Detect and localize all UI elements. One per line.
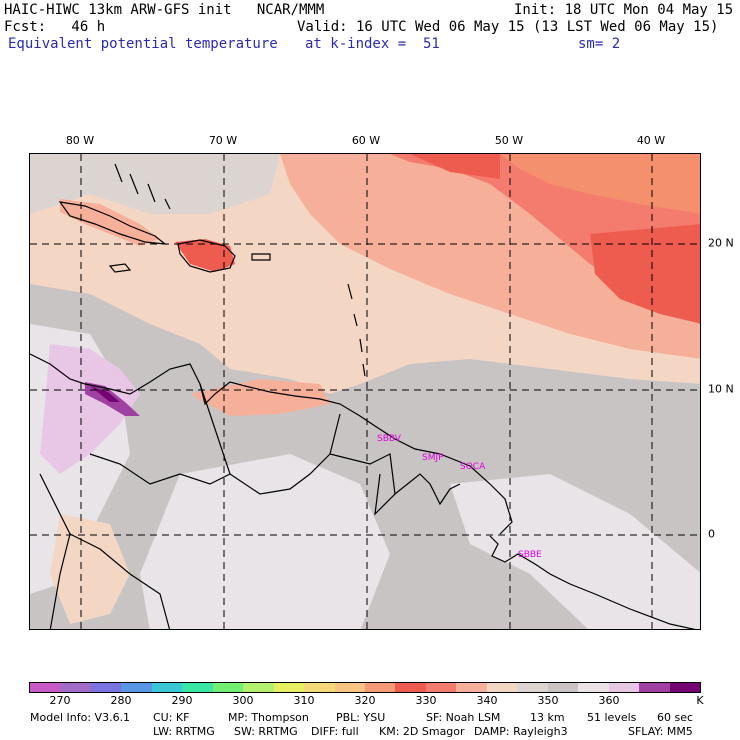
lon-label-60w: 60 W bbox=[351, 134, 381, 147]
colorbar-unit: K bbox=[696, 694, 704, 707]
colorbar-tick: 340 bbox=[476, 694, 498, 707]
field-name: Equivalent potential temperature bbox=[8, 36, 278, 52]
lat-label-equator: 0 bbox=[708, 527, 715, 541]
colorbar-swatch bbox=[121, 683, 152, 692]
init-time: Init: 18 UTC Mon 04 May 15 bbox=[514, 2, 734, 18]
field-hispaniola bbox=[175, 239, 235, 272]
colorbar-tick: 330 bbox=[415, 694, 437, 707]
lon-label-70w: 70 W bbox=[208, 134, 238, 147]
colorbar-swatch bbox=[669, 683, 700, 692]
colorbar-swatch bbox=[334, 683, 365, 692]
field-hotspot-east bbox=[590, 224, 700, 324]
lat-label-10n: 10 N bbox=[708, 382, 734, 396]
station-label-sbbv: SBBV bbox=[377, 434, 402, 444]
footer-cu: CU: KF bbox=[153, 711, 190, 724]
field-venezuela-coast bbox=[190, 379, 330, 416]
valid-time: Valid: 16 UTC Wed 06 May 15 (13 LST Wed … bbox=[297, 19, 719, 35]
theta-e-map: SBBV SMJP SOCA SBBE bbox=[29, 153, 701, 630]
footer-timestep: 60 sec bbox=[657, 711, 694, 724]
colorbar-swatch bbox=[639, 683, 670, 692]
colorbar bbox=[29, 682, 701, 693]
footer-model-info: Model Info: V3.6.1 bbox=[30, 711, 131, 724]
smoothing-value: sm= 2 bbox=[578, 36, 621, 52]
coastlines bbox=[30, 163, 696, 629]
colorbar-tick: 300 bbox=[232, 694, 254, 707]
field-andes bbox=[50, 514, 130, 624]
field-band-335 bbox=[500, 154, 700, 214]
lon-label-50w: 50 W bbox=[494, 134, 524, 147]
colorbar-tick: 350 bbox=[537, 694, 559, 707]
colorbar-swatch bbox=[486, 683, 518, 692]
colorbar-swatch bbox=[395, 683, 426, 692]
footer-km: KM: 2D Smagor bbox=[379, 725, 465, 738]
field-patch-se bbox=[450, 474, 700, 629]
station-label-soca: SOCA bbox=[460, 462, 486, 472]
field-anomaly-core bbox=[90, 386, 120, 402]
k-index: at k-index = 51 bbox=[305, 36, 440, 52]
field-patch-nw bbox=[30, 154, 280, 214]
colorbar-swatch bbox=[425, 683, 457, 692]
colorbar-swatch bbox=[547, 683, 579, 692]
colorbar-tick: 280 bbox=[110, 694, 132, 707]
field-cuba bbox=[60, 199, 160, 246]
footer-sf: SF: Noah LSM bbox=[426, 711, 501, 724]
footer-damp: DAMP: Rayleigh3 bbox=[474, 725, 568, 738]
field-patch-south bbox=[140, 454, 390, 629]
colorbar-swatch bbox=[273, 683, 305, 692]
footer-sflay: SFLAY: MM5 bbox=[628, 725, 693, 738]
colorbar-swatch bbox=[608, 683, 640, 692]
field-anomaly-light bbox=[40, 344, 140, 474]
colorbar-swatch bbox=[456, 683, 487, 692]
field-hotspot-north bbox=[410, 154, 500, 179]
footer-sw: SW: RRTMG bbox=[234, 725, 298, 738]
colorbar-tick: 310 bbox=[293, 694, 315, 707]
lon-label-80w: 80 W bbox=[65, 134, 95, 147]
colorbar-swatch bbox=[364, 683, 396, 692]
station-label-sbbe: SBBE bbox=[518, 550, 542, 560]
footer-levels: 51 levels bbox=[587, 711, 637, 724]
forecast-hour: Fcst: 46 h bbox=[4, 19, 106, 35]
colorbar-tick: 290 bbox=[171, 694, 193, 707]
station-label-smjp: SMJP bbox=[422, 453, 444, 463]
colorbar-swatch bbox=[212, 683, 244, 692]
footer-mp: MP: Thompson bbox=[228, 711, 309, 724]
graticule bbox=[30, 154, 700, 629]
lon-label-40w: 40 W bbox=[636, 134, 666, 147]
colorbar-swatch bbox=[151, 683, 183, 692]
footer-diff: DIFF: full bbox=[311, 725, 359, 738]
colorbar-tick: 320 bbox=[354, 694, 376, 707]
model-title: HAIC-HIWC 13km ARW-GFS init NCAR/MMM bbox=[4, 2, 325, 18]
colorbar-swatch bbox=[60, 683, 91, 692]
footer-lw: LW: RRTMG bbox=[153, 725, 215, 738]
colorbar-swatch bbox=[182, 683, 213, 692]
colorbar-swatch bbox=[243, 683, 274, 692]
footer-resolution: 13 km bbox=[530, 711, 565, 724]
colorbar-tick: 360 bbox=[598, 694, 620, 707]
colorbar-swatch bbox=[30, 683, 61, 692]
footer-pbl: PBL: YSU bbox=[336, 711, 386, 724]
colorbar-swatch bbox=[304, 683, 335, 692]
lat-label-20n: 20 N bbox=[708, 236, 734, 250]
colorbar-swatch bbox=[578, 683, 609, 692]
colorbar-swatch bbox=[90, 683, 122, 692]
colorbar-tick: 270 bbox=[49, 694, 71, 707]
colorbar-swatch bbox=[517, 683, 548, 692]
